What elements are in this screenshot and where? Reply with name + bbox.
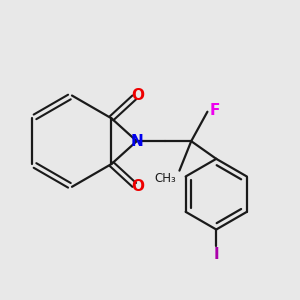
Text: N: N [131,134,144,149]
Text: O: O [131,88,144,104]
Text: I: I [214,247,220,262]
Text: CH₃: CH₃ [155,172,176,185]
Text: F: F [210,103,220,118]
Text: O: O [131,179,144,194]
